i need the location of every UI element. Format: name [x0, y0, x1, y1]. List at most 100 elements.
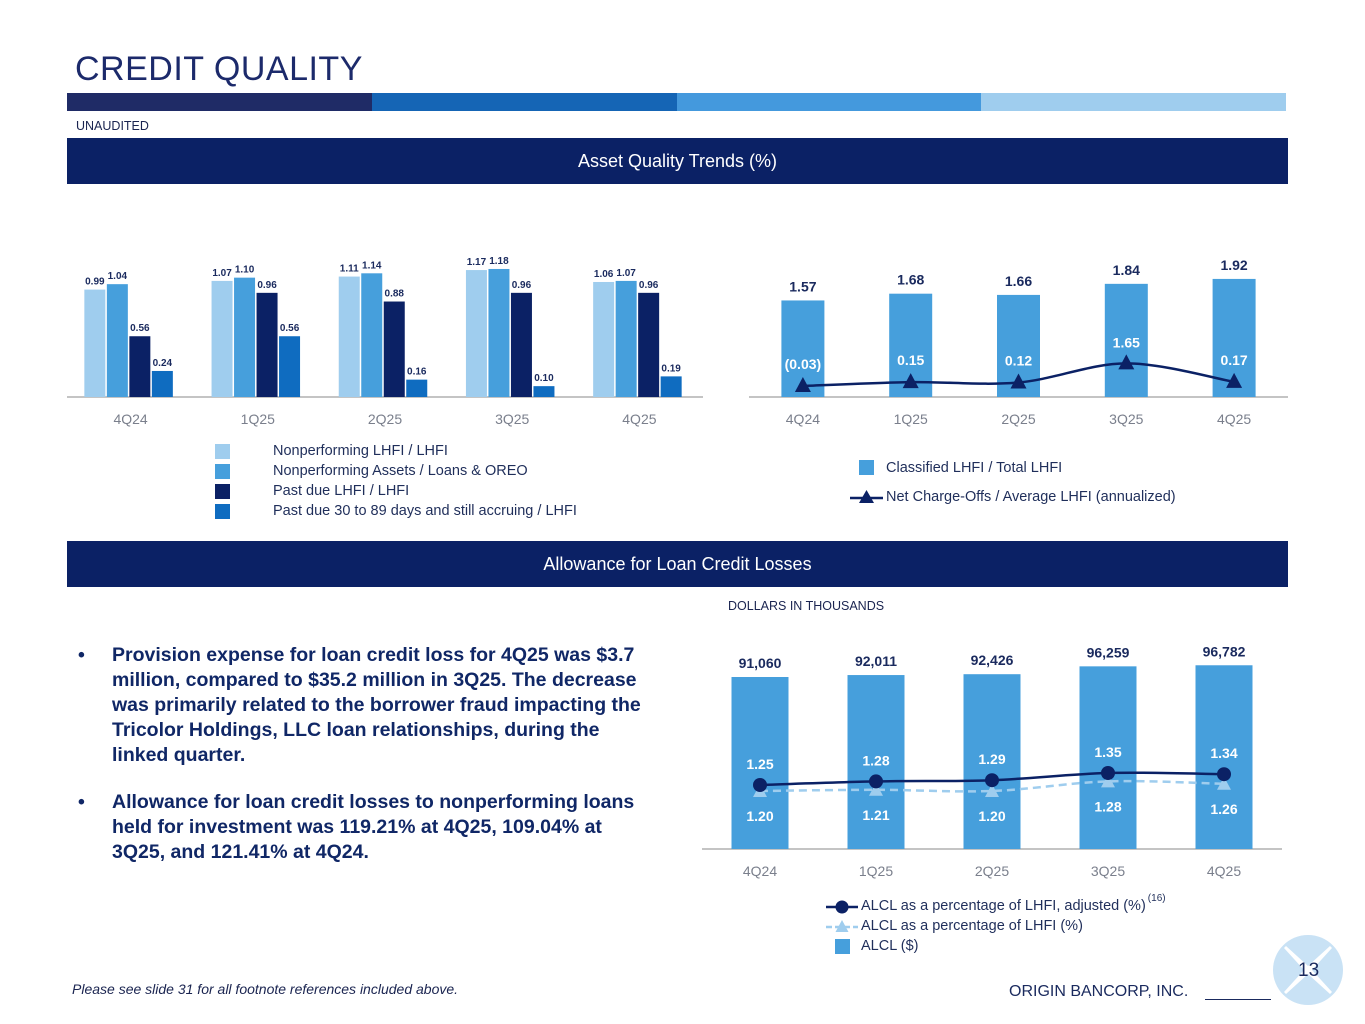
- legend-item-net-charge-offs: Net Charge-Offs / Average LHFI (annualiz…: [850, 482, 1176, 511]
- tick-label-3Q25: 3Q25: [1109, 411, 1143, 427]
- data-label: 1.20: [746, 808, 773, 824]
- data-label: 1.66: [1005, 273, 1032, 289]
- legend-label: Classified LHFI / Total LHFI: [886, 459, 1063, 476]
- company-logo-icon: [1273, 935, 1343, 1005]
- marker-alcl-adjusted-4Q24: [753, 778, 767, 792]
- data-label: 1.07: [616, 268, 636, 279]
- data-label: 0.16: [407, 367, 427, 378]
- allowance-header: Allowance for Loan Credit Losses: [67, 541, 1288, 587]
- legend-label: Nonperforming Assets / Loans & OREO: [273, 463, 528, 479]
- tick-label-2Q25: 2Q25: [1001, 411, 1035, 427]
- page-number: 13: [1298, 960, 1320, 981]
- legend-swatch: [215, 483, 230, 499]
- asset-quality-legend: Nonperforming LHFI / LHFI Nonperforming …: [215, 441, 577, 521]
- company-name: ORIGIN BANCORP, INC.: [1009, 983, 1189, 1000]
- legend-item-alcl-dollars: ALCL ($): [826, 936, 1166, 956]
- marker-alcl-percent-2Q25: [985, 784, 999, 797]
- color-bar-segment-2: [371, 93, 677, 111]
- bar-2Q25-series-4: [406, 379, 428, 397]
- tick-label-4Q24: 4Q24: [743, 863, 777, 879]
- legend-item-nonperforming-lhfi: Nonperforming LHFI / LHFI: [215, 441, 577, 461]
- data-label: 0.56: [130, 323, 150, 334]
- line-alcl-percent: [759, 779, 1225, 793]
- data-label: 0.96: [257, 280, 277, 291]
- bar-classified-2Q25: [997, 294, 1040, 397]
- triangle-line-icon: [850, 489, 883, 503]
- legend-swatch: [215, 443, 230, 459]
- bar-1Q25-series-2: [234, 277, 256, 397]
- data-label: 96,259: [1087, 644, 1130, 660]
- data-label: (0.03): [785, 356, 822, 372]
- bar-4Q25-series-4: [660, 376, 682, 397]
- bullet-item: • Provision expense for loan credit loss …: [78, 643, 648, 768]
- bar-4Q24-series-4: [151, 370, 173, 397]
- data-label: 1.18: [489, 256, 509, 267]
- color-bar-segment-4: [981, 93, 1286, 111]
- bullet-text: Provision expense for loan credit loss f…: [112, 644, 641, 766]
- footnote: Please see slide 31 for all footnote ref…: [72, 981, 459, 997]
- tick-label-1Q25: 1Q25: [859, 863, 893, 879]
- color-bar-segment-3: [676, 93, 982, 111]
- data-label: 0.19: [661, 363, 681, 374]
- page-title: CREDIT QUALITY: [75, 50, 363, 88]
- unaudited-label: UNAUDITED: [76, 119, 149, 133]
- marker-alcl-adjusted-4Q25: [1217, 767, 1231, 782]
- tick-label-3Q25: 3Q25: [1091, 863, 1125, 879]
- bar-4Q24-series-3: [129, 336, 151, 397]
- tick-label-4Q24: 4Q24: [786, 411, 820, 427]
- data-label: 1.25: [746, 756, 773, 772]
- tick-label-1Q25: 1Q25: [241, 411, 275, 427]
- bar-4Q25-series-3: [638, 292, 660, 397]
- allowance-legend: ALCL as a percentage of LHFI, adjusted (…: [826, 893, 1166, 956]
- tick-label-4Q25: 4Q25: [622, 411, 656, 427]
- classified-legend: Classified LHFI / Total LHFI Net Charge-…: [850, 453, 1176, 511]
- bar-alcl-3Q25: [1079, 666, 1137, 849]
- data-label: 1.07: [212, 268, 232, 279]
- legend-label: ALCL as a percentage of LHFI (%): [861, 918, 1083, 934]
- legend-label: ALCL ($): [861, 938, 919, 954]
- company-underline: [1205, 999, 1271, 1000]
- data-label: 1.68: [897, 272, 924, 288]
- data-label: 92,011: [855, 653, 897, 669]
- bar-alcl-4Q24: [731, 677, 789, 849]
- bar-1Q25-series-1: [211, 280, 233, 397]
- marker-nco-1Q25: [902, 373, 919, 389]
- legend-label: Past due 30 to 89 days and still accruin…: [273, 503, 577, 519]
- marker-nco-4Q25: [1226, 372, 1243, 388]
- triangle-dashed-line-icon: [826, 920, 858, 932]
- tick-label-2Q25: 2Q25: [368, 411, 402, 427]
- bar-classified-4Q25: [1212, 278, 1256, 397]
- legend-item-past-due: Past due LHFI / LHFI: [215, 481, 577, 501]
- bar-3Q25-series-1: [465, 270, 487, 397]
- legend-label: Nonperforming LHFI / LHFI: [273, 443, 448, 459]
- tick-label-4Q24: 4Q24: [113, 411, 147, 427]
- bullet-text: Allowance for loan credit losses to nonp…: [112, 791, 635, 863]
- marker-alcl-percent-4Q24: [753, 784, 767, 797]
- data-label: 1.57: [789, 278, 816, 294]
- data-label: 1.65: [1113, 334, 1140, 350]
- data-label: 0.10: [534, 373, 554, 384]
- bar-1Q25-series-3: [256, 292, 278, 397]
- data-label: 92,426: [971, 652, 1014, 668]
- data-label: 0.24: [153, 358, 173, 369]
- tick-label-3Q25: 3Q25: [495, 411, 529, 427]
- bar-4Q24-series-2: [106, 284, 128, 397]
- line-alcl-adjusted: [759, 771, 1225, 787]
- asset-quality-header: Asset Quality Trends (%): [67, 138, 1288, 184]
- marker-nco-2Q25: [1010, 373, 1027, 389]
- tick-label-2Q25: 2Q25: [975, 863, 1009, 879]
- data-label: 0.99: [85, 277, 105, 288]
- bar-4Q25-series-1: [593, 281, 615, 397]
- bar-classified-1Q25: [889, 293, 933, 397]
- bar-3Q25-series-3: [510, 292, 532, 397]
- legend-label: ALCL as a percentage of LHFI, adjusted (…: [861, 898, 1146, 914]
- legend-item-past-due-30-89: Past due 30 to 89 days and still accruin…: [215, 501, 577, 521]
- bar-classified-4Q24: [781, 300, 825, 397]
- tick-label-4Q25: 4Q25: [1207, 863, 1241, 879]
- bullet-item: • Allowance for loan credit losses to non…: [78, 790, 648, 865]
- bar-3Q25-series-4: [533, 386, 555, 397]
- header-color-bar: [67, 93, 1286, 111]
- bar-3Q25-series-2: [488, 268, 510, 397]
- data-label: 1.92: [1220, 257, 1247, 273]
- marker-nco-3Q25: [1118, 354, 1135, 370]
